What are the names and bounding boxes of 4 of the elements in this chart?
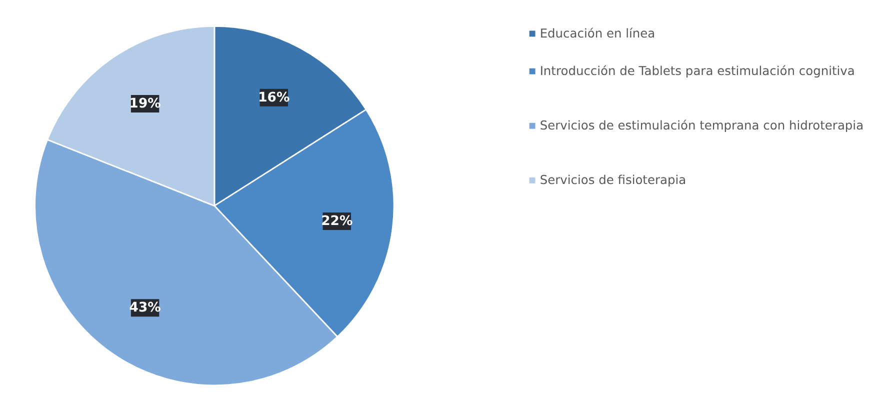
legend-label: Servicios de estimulación temprana con hidroterapia [540, 118, 864, 133]
legend-label: Educación en línea [540, 26, 656, 40]
legend-label: Introducción de Tablets para estimulación cognitiva [540, 64, 855, 78]
legend-label: Servicios de fisioterapia [540, 173, 686, 188]
